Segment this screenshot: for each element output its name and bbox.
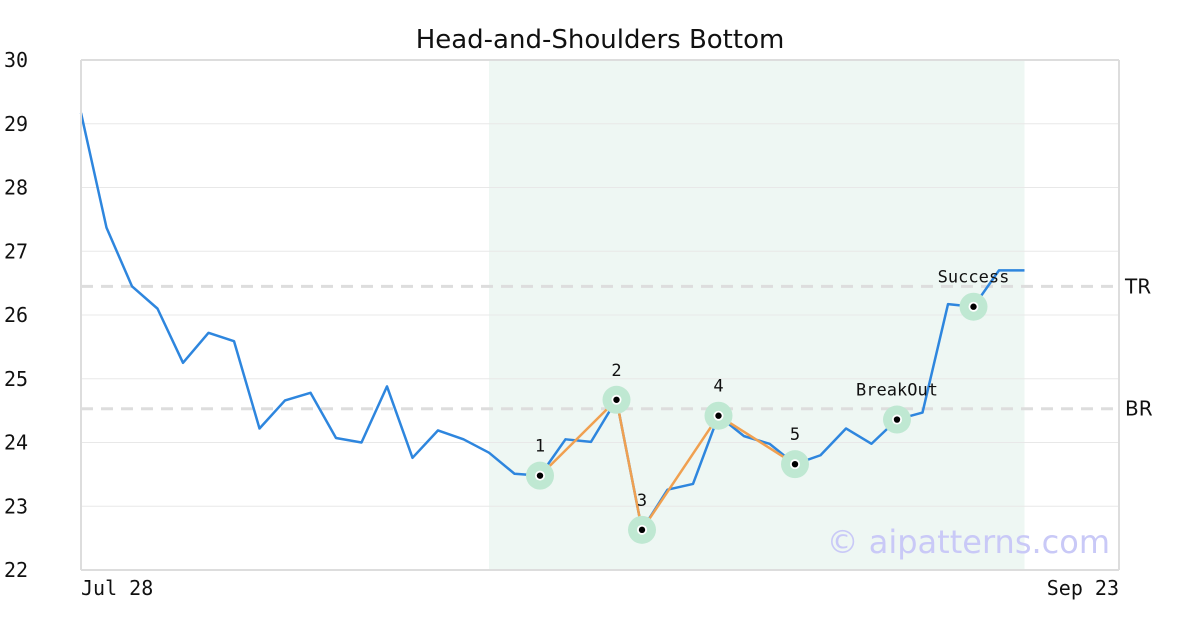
y-tick-label: 30 xyxy=(4,48,28,72)
y-tick-label: 23 xyxy=(4,494,28,518)
marker-point xyxy=(536,472,544,479)
marker-label: Success xyxy=(938,268,1010,288)
y-tick-label: 27 xyxy=(4,239,28,263)
marker-label: 1 xyxy=(535,437,545,457)
marker-point xyxy=(791,460,799,468)
marker-label: 4 xyxy=(713,377,723,397)
price-series-line xyxy=(79,112,1025,532)
y-tick-label: 24 xyxy=(4,431,28,455)
x-tick-label-start: Jul 28 xyxy=(81,576,153,600)
marker-point xyxy=(638,526,646,534)
level-label-tr: TR xyxy=(1124,274,1151,298)
marker-point xyxy=(715,412,722,419)
marker-label: 5 xyxy=(790,425,800,445)
y-tick-label: 29 xyxy=(4,112,28,136)
chart-title: Head-and-Shoulders Bottom xyxy=(416,25,785,55)
y-tick-label: 28 xyxy=(4,176,28,200)
y-tick-label: 22 xyxy=(4,558,28,582)
marker-label: 2 xyxy=(611,361,621,381)
level-label-br: BR xyxy=(1125,397,1153,421)
marker-label: 3 xyxy=(637,491,647,511)
y-tick-label: 25 xyxy=(4,367,28,391)
marker-point xyxy=(893,416,901,423)
x-tick-label-end: Sep 23 xyxy=(1047,576,1119,600)
marker-point xyxy=(613,396,620,403)
y-tick-label: 26 xyxy=(4,303,28,327)
watermark: © aipatterns.com xyxy=(827,523,1110,561)
marker-point xyxy=(970,303,977,310)
marker-label: BreakOut xyxy=(856,381,938,401)
